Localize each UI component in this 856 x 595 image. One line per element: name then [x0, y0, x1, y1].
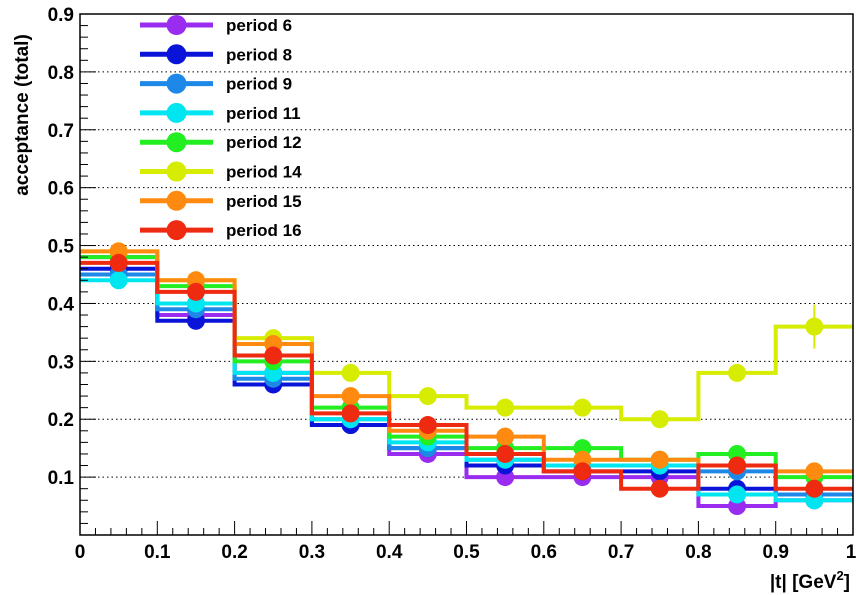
series-3-point-8	[728, 485, 747, 504]
series-6-point-7	[650, 450, 669, 469]
series-6-point-5	[496, 427, 515, 446]
series-5-point-6	[573, 398, 592, 417]
legend-marker-0	[166, 15, 187, 35]
y-tick-label-3: 0.4	[48, 294, 75, 315]
series-6-point-9	[805, 462, 824, 481]
series-7-point-4	[418, 416, 437, 435]
series-6-point-3	[341, 387, 360, 406]
legend-item-7: period 16	[140, 220, 302, 241]
series-7-point-9	[805, 479, 824, 498]
legend-marker-6	[166, 190, 187, 211]
series-5-point-8	[728, 363, 747, 382]
legend-item-0: period 6	[140, 15, 292, 35]
x-tick-label-6: 0.6	[531, 542, 557, 563]
legend-marker-1	[166, 44, 187, 65]
y-tick-label-4: 0.5	[48, 237, 75, 258]
legend-label-7: period 16	[226, 221, 302, 240]
y-axis-label: acceptance (total)	[12, 34, 33, 196]
series-7-point-5	[496, 444, 515, 463]
series-5-point-5	[496, 398, 515, 417]
series-7-point-6	[573, 462, 592, 481]
x-tick-label-8: 0.8	[685, 542, 711, 563]
series-7	[80, 253, 853, 498]
legend-marker-5	[166, 161, 187, 182]
x-tick-label-5: 0.5	[453, 542, 480, 563]
series-layer	[80, 242, 853, 516]
legend-label-0: period 6	[226, 16, 292, 35]
legend-label-3: period 11	[226, 104, 301, 123]
legend-item-6: period 15	[140, 190, 302, 211]
x-axis-label: |t| [GeV2]	[770, 568, 850, 593]
series-line-7	[80, 260, 853, 491]
legend-item-3: period 11	[140, 102, 301, 123]
legend-marker-7	[166, 220, 187, 241]
y-tick-label-0: 0.1	[48, 468, 75, 489]
x-tick-label-0: 0	[75, 542, 86, 563]
legend-marker-4	[166, 132, 187, 153]
y-tick-label-6: 0.7	[48, 121, 74, 142]
series-7-point-1	[186, 282, 205, 301]
x-axis-label-sup: 2	[836, 568, 843, 583]
legend-item-2: period 9	[140, 73, 292, 94]
series-7-point-2	[264, 346, 283, 365]
x-tick-label-7: 0.7	[608, 542, 634, 563]
x-tick-label-10: 1	[846, 542, 856, 563]
legend-label-1: period 8	[226, 45, 292, 64]
series-7-point-3	[341, 404, 360, 423]
x-axis-label-end: ]	[844, 572, 850, 593]
y-tick-label-8: 0.9	[48, 5, 74, 26]
series-7-point-7	[650, 479, 669, 498]
x-tick-label-4: 0.4	[376, 542, 403, 563]
legend-item-1: period 8	[140, 44, 292, 65]
legend-label-6: period 15	[226, 192, 302, 211]
y-tick-label-7: 0.8	[48, 63, 74, 84]
legend-label-2: period 9	[226, 75, 292, 94]
series-5-point-7	[650, 410, 669, 429]
y-tick-label-5: 0.6	[48, 179, 74, 200]
legend-item-4: period 12	[140, 132, 302, 153]
series-7-point-0	[109, 253, 128, 272]
legend-item-5: period 14	[140, 161, 302, 182]
series-5-point-3	[341, 363, 360, 382]
series-5-point-4	[418, 387, 437, 406]
legend: period 6 period 8 period 9 period 11 period …	[140, 15, 302, 241]
x-tick-label-1: 0.1	[144, 542, 171, 563]
series-7-point-8	[728, 456, 747, 475]
y-tick-label-1: 0.2	[48, 410, 74, 431]
axes: 0 0.1 0.2 0.3 0.4 0.5 0.6 0.7 0.8 0.9 1 0.1 0.2 0.3 0.…	[48, 5, 856, 563]
series-3-point-0	[109, 271, 128, 290]
legend-label-5: period 14	[226, 163, 302, 182]
legend-marker-3	[166, 102, 187, 123]
x-tick-label-2: 0.2	[221, 542, 247, 563]
legend-marker-2	[166, 73, 187, 94]
x-tick-label-9: 0.9	[762, 542, 788, 563]
x-axis-label-main: |t| [GeV	[770, 572, 837, 593]
y-tick-label-2: 0.3	[48, 352, 74, 373]
x-tick-label-3: 0.3	[299, 542, 325, 563]
legend-label-4: period 12	[226, 133, 302, 152]
